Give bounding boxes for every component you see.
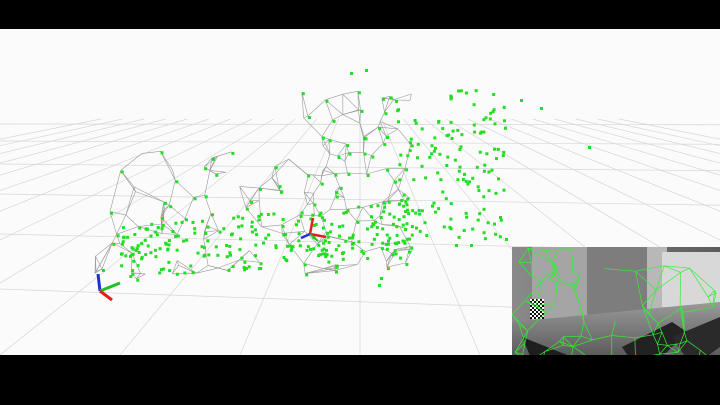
xyz-axes-icon bbox=[96, 273, 121, 302]
map-points bbox=[101, 69, 591, 287]
camera-pose-icon bbox=[300, 217, 327, 242]
3d-viewport[interactable] bbox=[0, 29, 720, 355]
point-cloud-scene[interactable] bbox=[0, 29, 720, 355]
camera-feed-icon bbox=[512, 247, 720, 355]
letterbox-bottom bbox=[0, 355, 720, 405]
inset-feature-mesh bbox=[512, 247, 717, 355]
camera-feed-inset bbox=[512, 247, 720, 355]
letterbox-top bbox=[0, 0, 720, 29]
